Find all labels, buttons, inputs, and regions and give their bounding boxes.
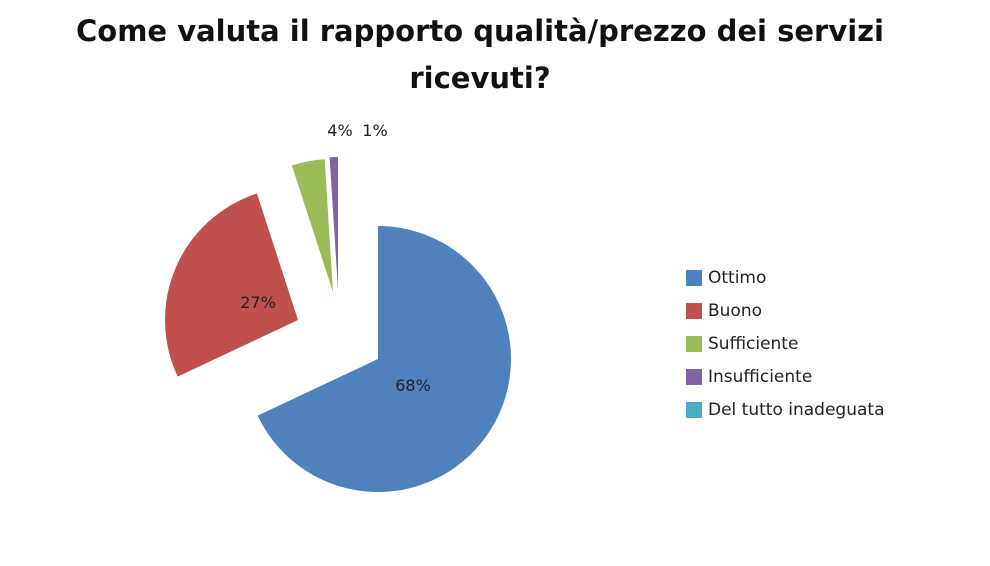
legend-label: Del tutto inadeguata <box>708 399 885 420</box>
legend-label: Buono <box>708 300 763 321</box>
legend-item: Buono <box>686 294 884 327</box>
legend-swatch <box>686 302 702 319</box>
legend-label: Insufficiente <box>708 366 813 387</box>
legend-item: Sufficiente <box>686 327 884 360</box>
legend-label: Sufficiente <box>708 333 799 354</box>
legend-swatch <box>686 269 702 286</box>
legend-label: Ottimo <box>708 267 767 288</box>
data-label: 68% <box>395 376 431 395</box>
pie-slice-sufficiente <box>291 159 333 292</box>
legend-item: Del tutto inadeguata <box>686 393 884 426</box>
data-label: 4% <box>327 121 352 140</box>
pie-slice-buono <box>164 193 298 377</box>
chart-title: Come valuta il rapporto qualità/prezzo d… <box>76 14 884 95</box>
data-label: 1% <box>362 121 387 140</box>
legend-swatch <box>686 401 702 418</box>
pie-slice-ottimo <box>257 226 511 492</box>
legend: Ottimo Buono Sufficiente Insufficiente Del t… <box>686 261 884 426</box>
legend-item: Ottimo <box>686 261 884 294</box>
pie-slice-insufficiente <box>329 157 338 290</box>
legend-swatch <box>686 335 702 352</box>
data-label: 27% <box>240 293 276 312</box>
legend-swatch <box>686 368 702 385</box>
legend-item: Insufficiente <box>686 360 884 393</box>
